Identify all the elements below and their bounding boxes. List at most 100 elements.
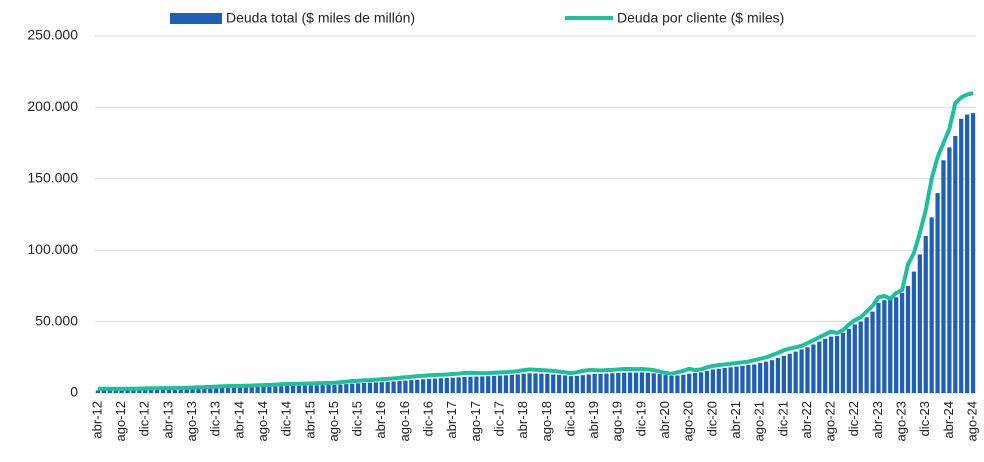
bar [296, 385, 302, 393]
bar [397, 381, 402, 393]
bar [793, 351, 798, 393]
bar [693, 373, 698, 393]
bar [509, 374, 514, 393]
bar [710, 369, 716, 393]
x-tick-label: ago-19 [610, 401, 625, 441]
bar [775, 358, 781, 393]
x-tick-label: ago-21 [752, 401, 767, 441]
bar [923, 235, 928, 393]
x-tick-label: ago-16 [397, 401, 412, 441]
bar [894, 297, 899, 393]
bar [805, 347, 810, 393]
bar [320, 385, 325, 393]
bar [864, 317, 869, 393]
bar [350, 383, 355, 393]
bar [917, 254, 922, 393]
bar [627, 372, 633, 393]
bar [367, 382, 373, 393]
bar [929, 217, 934, 393]
bar [716, 368, 721, 393]
bar [160, 389, 166, 393]
x-tick-label: dic-17 [491, 401, 506, 436]
bar [379, 382, 384, 393]
bar [899, 293, 905, 393]
x-tick-label: dic-18 [562, 401, 577, 436]
y-tick-label: 0 [70, 384, 78, 400]
bar [474, 376, 479, 393]
x-tick-label: dic-19 [633, 401, 648, 436]
bar [799, 349, 804, 393]
x-tick-label: abr-17 [444, 401, 459, 439]
x-tick-label: dic-21 [775, 401, 790, 436]
bar [332, 384, 337, 393]
bar [166, 389, 172, 393]
line [97, 91, 974, 391]
bar [663, 375, 668, 393]
bar [290, 385, 296, 393]
bar [704, 370, 710, 393]
bar [113, 390, 118, 393]
bar [208, 388, 213, 393]
bar [622, 372, 627, 393]
bar [279, 386, 284, 393]
bar [846, 328, 852, 393]
bar [905, 285, 911, 393]
x-tick-label: ago-12 [113, 401, 128, 441]
bar [592, 374, 597, 393]
bar [574, 375, 580, 393]
bar [131, 390, 136, 393]
x-tick-label: ago-20 [681, 401, 696, 441]
bar [308, 385, 313, 393]
x-tick-label: abr-21 [728, 401, 743, 439]
bar [568, 376, 574, 393]
bar [562, 375, 568, 393]
x-tick-label: ago-23 [894, 401, 909, 441]
x-tick-label: abr-15 [302, 401, 317, 439]
bar [970, 113, 976, 393]
bar [486, 376, 491, 393]
bar [107, 390, 112, 393]
bar [734, 366, 739, 393]
bar [355, 383, 361, 393]
bar [432, 378, 438, 393]
bar [781, 355, 786, 393]
bar [769, 360, 775, 393]
bar [965, 114, 970, 393]
x-tick-label: dic-13 [208, 401, 223, 436]
bar [361, 383, 367, 393]
bar [840, 333, 846, 393]
bar [811, 344, 816, 393]
bar [302, 385, 308, 393]
bar [255, 387, 260, 393]
bar [196, 388, 201, 393]
y-tick-label: 50.000 [35, 312, 78, 328]
bar [438, 378, 444, 393]
bar [669, 375, 674, 393]
bar [551, 374, 556, 393]
bar [456, 377, 461, 393]
bar [225, 387, 231, 393]
legend-label: Deuda por cliente ($ miles) [617, 10, 784, 26]
bar [273, 386, 278, 393]
bar [740, 365, 745, 393]
bar [616, 373, 621, 393]
bar [149, 389, 154, 393]
legend-label: Deuda total ($ miles de millón) [226, 10, 415, 26]
y-tick-label: 150.000 [27, 170, 78, 186]
bar [829, 336, 834, 393]
bar [639, 372, 645, 393]
bar [444, 378, 449, 393]
x-tick-label: abr-13 [160, 401, 175, 439]
x-tick-label: abr-24 [941, 401, 956, 439]
bar [101, 390, 106, 393]
x-tick-label: dic-15 [350, 401, 365, 436]
x-tick-label: ago-14 [255, 401, 270, 441]
bar [580, 375, 585, 393]
x-tick-label: abr-14 [231, 401, 246, 439]
bar [941, 160, 946, 393]
bar [645, 372, 650, 393]
bar [935, 193, 940, 393]
bar [261, 386, 266, 393]
bar [391, 381, 396, 393]
bar [527, 373, 532, 393]
